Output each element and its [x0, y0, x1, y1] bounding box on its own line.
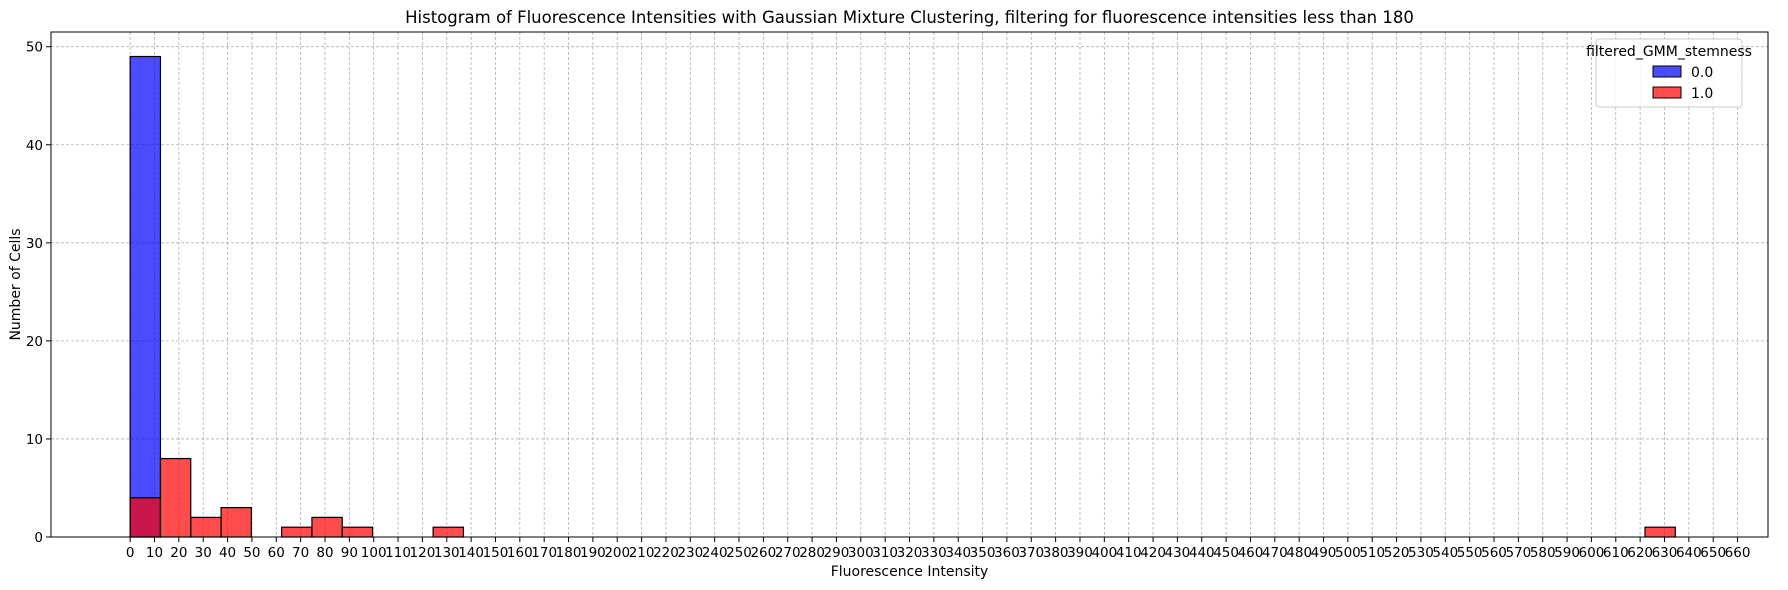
x-tick-label: 640: [1676, 545, 1702, 561]
legend-swatch-1: [1652, 65, 1682, 78]
x-tick-label: 380: [1043, 545, 1069, 561]
x-tick-label: 10: [146, 545, 163, 561]
x-tick-label: 450: [1213, 545, 1239, 561]
y-tick-label: 20: [26, 334, 43, 350]
grid-layer: [51, 32, 1768, 538]
x-tick-label: 540: [1432, 545, 1458, 561]
x-tick-label: 120: [410, 545, 436, 561]
legend-title: filtered_GMM_stemness: [1586, 44, 1752, 60]
x-tick-label: 580: [1530, 545, 1556, 561]
y-tick-label: 40: [26, 138, 43, 154]
x-tick-label: 30: [195, 545, 212, 561]
x-tick-label: 360: [994, 545, 1020, 561]
legend-label-2: 1.0: [1691, 86, 1713, 102]
x-tick-label: 620: [1627, 545, 1653, 561]
x-tick-label: 500: [1335, 545, 1361, 561]
bar-series-2: [159, 457, 192, 538]
x-tick-label: 570: [1505, 545, 1531, 561]
x-tick-label: 170: [531, 545, 557, 561]
x-tick-label: 280: [799, 545, 825, 561]
y-tick-label: 10: [26, 432, 43, 448]
x-tick-label: 470: [1262, 545, 1288, 561]
x-tick-label: 650: [1700, 545, 1726, 561]
x-tick-label: 660: [1725, 545, 1751, 561]
y-tick-label: 30: [26, 236, 43, 252]
chart-title: Histogram of Fluorescence Intensities wi…: [405, 8, 1414, 27]
bar-series-2: [341, 526, 374, 538]
x-tick-label: 520: [1384, 545, 1410, 561]
x-tick-label: 530: [1408, 545, 1434, 561]
x-tick-label: 40: [219, 545, 236, 561]
x-tick-label: 370: [1018, 545, 1044, 561]
x-tick-label: 160: [507, 545, 533, 561]
x-tick-label: 550: [1457, 545, 1483, 561]
x-tick-label: 300: [848, 545, 874, 561]
x-tick-label: 210: [629, 545, 655, 561]
x-axis-label: Fluorescence Intensity: [831, 564, 989, 580]
x-tick-label: 200: [604, 545, 630, 561]
x-tick-label: 180: [556, 545, 582, 561]
bar-series-2: [281, 526, 313, 538]
x-tick-label: 100: [361, 545, 387, 561]
x-tick-label: 430: [1165, 545, 1191, 561]
x-tick-label: 20: [170, 545, 187, 561]
x-tick-label: 240: [702, 545, 728, 561]
x-tick-label: 390: [1067, 545, 1093, 561]
x-tick-label: 560: [1481, 545, 1507, 561]
x-tick-label: 410: [1116, 545, 1142, 561]
legend-items: 0.01.0: [1652, 65, 1713, 102]
x-tick-label: 270: [775, 545, 801, 561]
x-tick-label: 250: [726, 545, 752, 561]
x-tick-label: 340: [945, 545, 971, 561]
x-tick-label: 50: [243, 545, 260, 561]
y-tick-label: 50: [26, 40, 43, 56]
x-tick-label: 110: [385, 545, 411, 561]
x-tick-label: 80: [316, 545, 333, 561]
bar-series-2: [1644, 526, 1676, 538]
ticks-layer: 0 10 20 30 40 50 60 70 80 90 100110120130140150160…: [26, 40, 1751, 561]
x-tick-label: 0: [126, 545, 135, 561]
legend-label-1: 0.0: [1691, 65, 1713, 81]
x-tick-label: 150: [483, 545, 509, 561]
x-tick-label: 610: [1603, 545, 1629, 561]
x-tick-label: 420: [1140, 545, 1166, 561]
x-tick-label: 70: [292, 545, 309, 561]
x-tick-label: 350: [970, 545, 996, 561]
x-tick-label: 190: [580, 545, 606, 561]
bar-series-2: [311, 516, 343, 538]
x-tick-label: 490: [1311, 545, 1337, 561]
x-tick-label: 400: [1091, 545, 1117, 561]
x-tick-label: 130: [434, 545, 460, 561]
y-tick-label: 0: [34, 530, 43, 546]
x-tick-label: 260: [750, 545, 776, 561]
x-tick-label: 310: [872, 545, 898, 561]
x-tick-label: 290: [824, 545, 850, 561]
x-tick-label: 440: [1189, 545, 1215, 561]
bar-series-2: [432, 526, 465, 538]
y-axis-label: Number of Cells: [8, 228, 24, 340]
x-tick-label: 630: [1652, 545, 1678, 561]
bar-series-1: [129, 55, 162, 538]
bar-series-2: [220, 506, 252, 538]
x-tick-label: 460: [1238, 545, 1264, 561]
x-tick-label: 330: [921, 545, 947, 561]
x-tick-label: 60: [268, 545, 285, 561]
x-tick-label: 90: [341, 545, 358, 561]
x-tick-label: 600: [1579, 545, 1605, 561]
x-tick-label: 320: [897, 545, 923, 561]
x-tick-label: 590: [1554, 545, 1580, 561]
x-tick-label: 510: [1359, 545, 1385, 561]
x-tick-label: 480: [1286, 545, 1312, 561]
bars-layer: [129, 55, 1676, 538]
x-tick-label: 220: [653, 545, 679, 561]
x-tick-label: 140: [458, 545, 484, 561]
bar-series-2: [190, 516, 222, 538]
legend: filtered_GMM_stemness 0.01.0: [1586, 38, 1752, 108]
legend-swatch-2: [1652, 86, 1682, 99]
bar-series-2: [129, 497, 162, 538]
x-tick-label: 230: [677, 545, 703, 561]
